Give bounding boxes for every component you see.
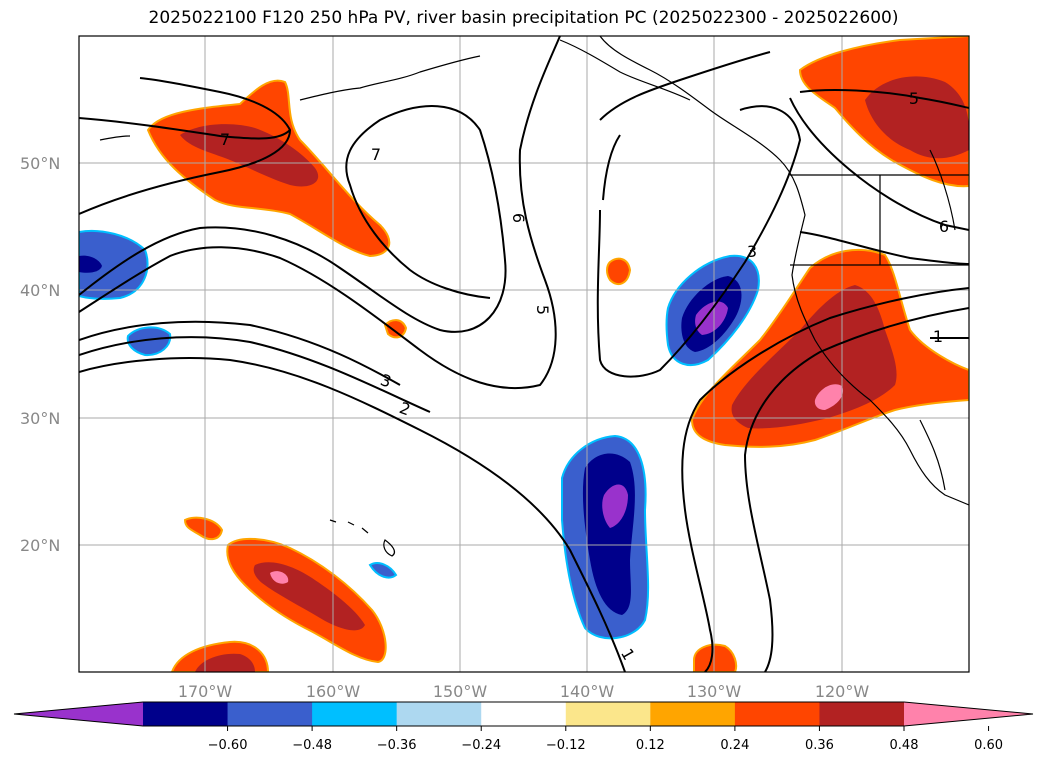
lat-label: 30°N xyxy=(20,409,60,428)
contour-label: 7 xyxy=(220,130,230,149)
graticule xyxy=(79,36,969,672)
contour-label: 7 xyxy=(371,145,381,164)
colorbar-tick-label: −0.48 xyxy=(292,738,332,753)
lon-label: 160°W xyxy=(306,682,361,701)
colorbar xyxy=(13,701,1034,727)
longitude-labels: 170°W 160°W 150°W 140°W 130°W 120°W xyxy=(178,682,870,701)
lon-label: 150°W xyxy=(433,682,488,701)
lat-label: 20°N xyxy=(20,536,60,555)
colorbar-bin xyxy=(819,702,905,726)
lat-label: 50°N xyxy=(20,154,60,173)
colorbar-bin xyxy=(396,702,482,726)
lat-label: 40°N xyxy=(20,281,60,300)
lon-label: 120°W xyxy=(815,682,870,701)
lon-label: 130°W xyxy=(687,682,742,701)
colorbar-bin xyxy=(650,702,736,726)
lon-label: 140°W xyxy=(560,682,615,701)
colorbar-tick-label: 0.60 xyxy=(974,738,1003,753)
colorbar-bin xyxy=(312,702,398,726)
colorbar-bin xyxy=(734,702,820,726)
colorbar-bin xyxy=(143,702,229,726)
coastlines xyxy=(99,36,969,557)
colorbar-bin xyxy=(565,702,651,726)
colorbar-tick-label: 0.12 xyxy=(636,738,665,753)
colorbar-extend-min xyxy=(14,702,143,726)
colorbar-tick-label: 0.48 xyxy=(890,738,919,753)
contour-label: 5 xyxy=(909,89,919,108)
contour-label: 1 xyxy=(933,327,943,346)
colorbar-tick-label: −0.24 xyxy=(461,738,501,753)
colorbar-tick-label: −0.60 xyxy=(208,738,248,753)
colorbar-bin xyxy=(481,702,567,726)
colorbar-tick-labels: −0.60 −0.48 −0.36 −0.24 −0.12 0.12 0.24 0.36 0.4… xyxy=(208,726,1003,753)
map-title: 2025022100 F120 250 hPa PV, river basin … xyxy=(148,8,899,28)
latitude-labels: 50°N 40°N 30°N 20°N xyxy=(20,154,60,555)
colorbar-extend-max xyxy=(904,702,1033,726)
colorbar-tick-label: 0.36 xyxy=(805,738,834,753)
contour-label: 6 xyxy=(939,217,949,236)
map-border xyxy=(78,35,970,673)
colorbar-tick-label: −0.12 xyxy=(546,738,586,753)
colorbar-tick-label: −0.36 xyxy=(377,738,417,753)
colorbar-bin xyxy=(227,702,313,726)
pv-contours xyxy=(79,36,969,672)
contour-label: 5 xyxy=(533,305,552,315)
colorbar-tick-label: 0.24 xyxy=(720,738,749,753)
colorbar-outline xyxy=(13,701,1034,727)
lon-label: 170°W xyxy=(178,682,233,701)
contour-label: 3 xyxy=(747,242,757,261)
contour-label: 6 xyxy=(509,213,528,223)
